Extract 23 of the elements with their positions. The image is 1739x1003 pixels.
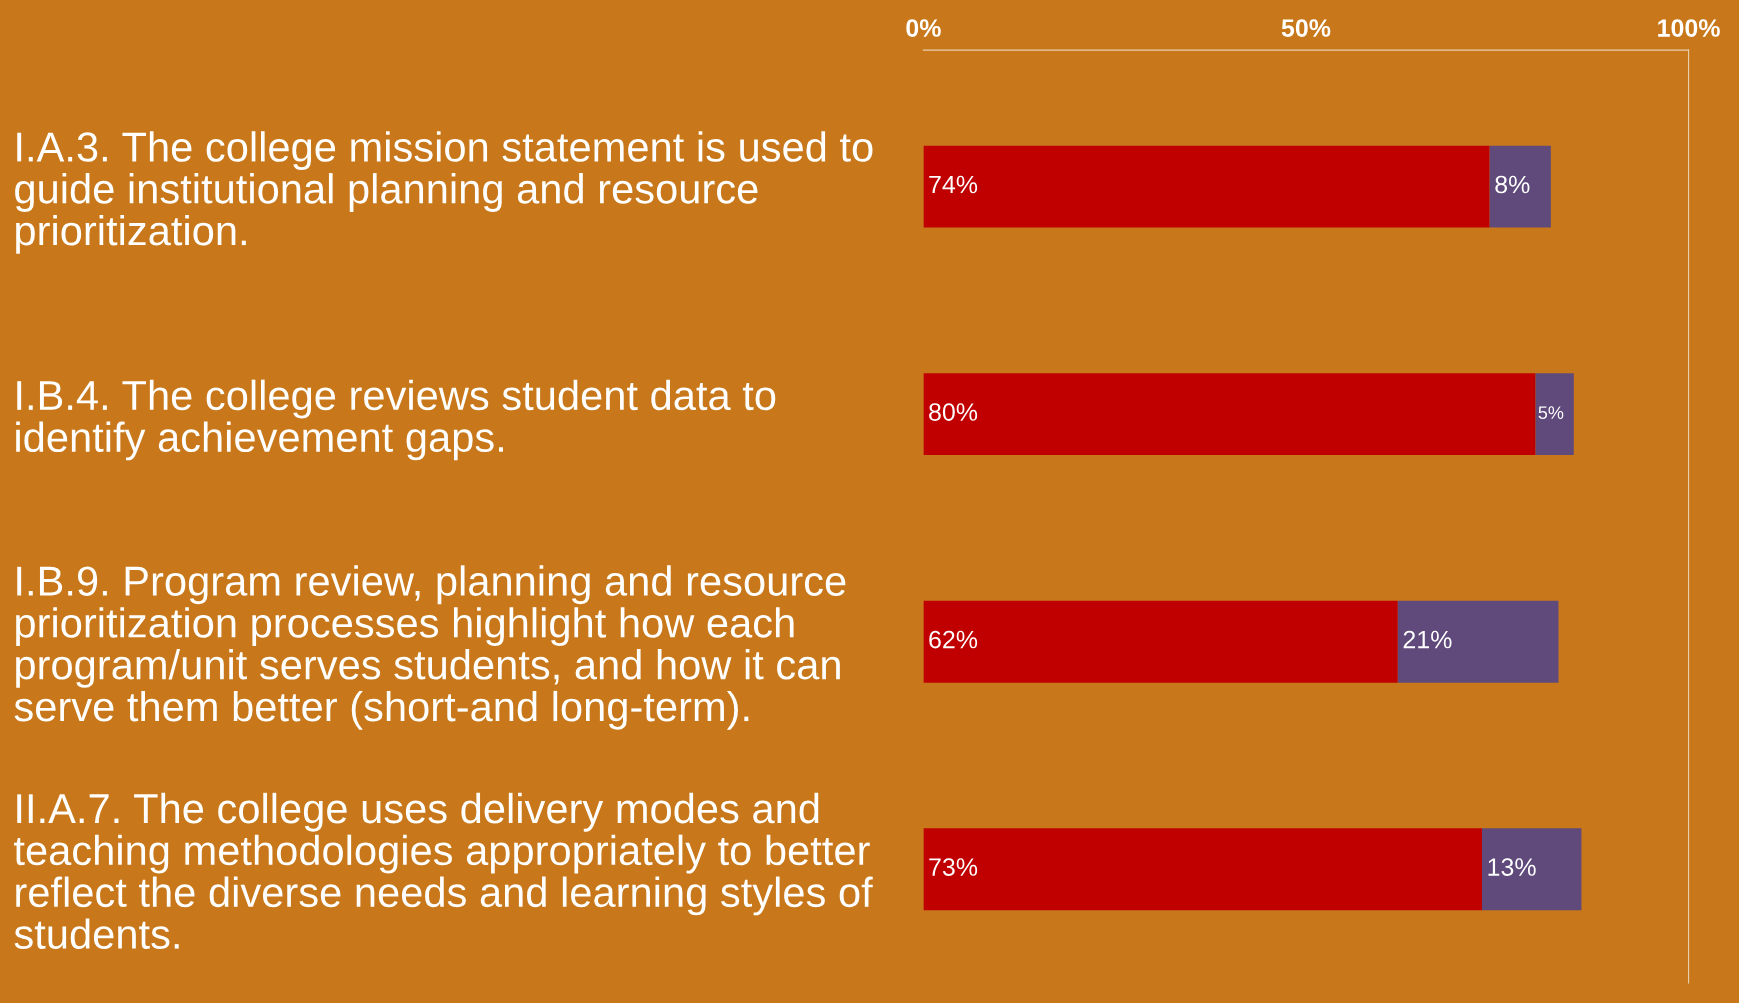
bar xyxy=(1535,373,1574,456)
data-label: 13% xyxy=(1488,858,1536,876)
y-tick-label: II.A.7. The college uses delivery modes and teaching methodologies appropriately to better reflect the diverse needs and learning styles of students. xyxy=(14,792,873,949)
data-label: 80% xyxy=(929,403,978,421)
bar xyxy=(923,600,1398,683)
bar xyxy=(1489,145,1551,228)
data-label: 8% xyxy=(1495,175,1530,194)
data-label: 62% xyxy=(929,630,978,649)
x-tick-label: 50% xyxy=(1281,19,1331,37)
y-tick-label: I.B.4. The college reviews student data to identify achievement gaps. xyxy=(16,379,776,461)
bar xyxy=(923,828,1482,911)
data-label: 73% xyxy=(929,858,978,876)
data-label: 21% xyxy=(1403,630,1452,649)
bar xyxy=(923,145,1490,228)
bar xyxy=(1397,600,1559,683)
y-tick-label: I.A.3. The college mission statement is used to guide institutional planning and resource prioritization. xyxy=(15,131,873,254)
data-label: 5% xyxy=(1538,406,1564,420)
y-tick-label: I.B.9. Program review, planning and resource prioritization processes highlight how each program/unit serves students, and how it can serve them better (short-and long-term). xyxy=(14,565,846,730)
x-tick-label: 0% xyxy=(906,19,941,37)
bar xyxy=(1481,828,1582,911)
data-label: 74% xyxy=(929,175,978,194)
bar xyxy=(923,373,1536,456)
x-tick-label: 100% xyxy=(1658,19,1720,37)
